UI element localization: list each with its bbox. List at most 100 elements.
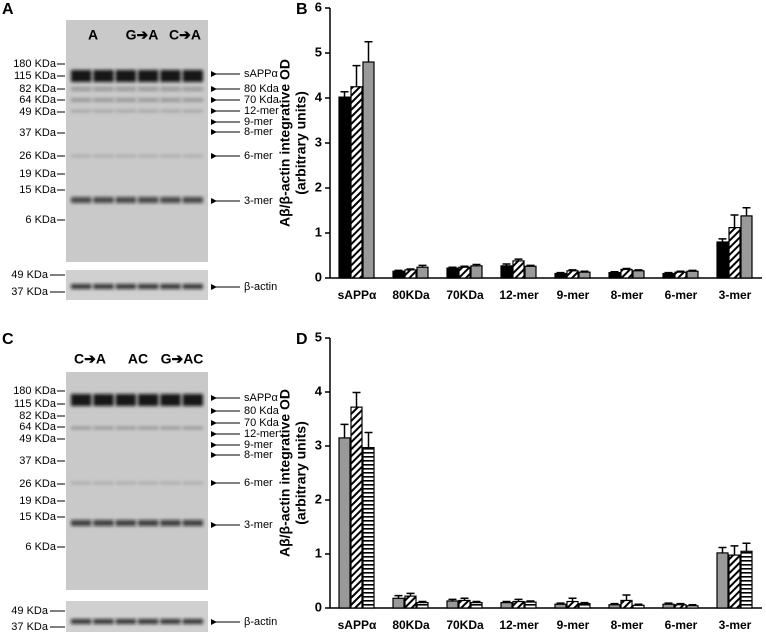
band-label: 3-mer	[244, 195, 273, 207]
bar	[416, 601, 429, 609]
blot-band	[138, 394, 159, 406]
x-tick-label: 6-mer	[665, 288, 698, 302]
x-tick-label: sAPPα	[338, 618, 377, 632]
actin-band	[160, 284, 181, 289]
bar	[728, 227, 741, 279]
bar	[362, 447, 375, 609]
blot-band	[93, 110, 114, 112]
blot-band	[182, 520, 203, 526]
error-bar	[718, 546, 727, 553]
blot-band	[182, 426, 203, 430]
panel-label: A	[2, 1, 14, 18]
bar	[632, 270, 645, 279]
blot-band	[138, 155, 159, 157]
bar	[740, 550, 753, 609]
bar	[446, 267, 459, 279]
actin-band	[93, 619, 114, 624]
marker-label: 49 KDa	[11, 269, 49, 281]
blot-band	[71, 394, 92, 406]
error-bar	[622, 594, 631, 601]
bar	[458, 266, 471, 279]
actin-band	[93, 284, 114, 289]
blot-band	[138, 197, 159, 203]
blot-band	[182, 155, 203, 157]
bar	[740, 215, 753, 279]
actin-band	[182, 619, 203, 624]
blot-band	[115, 482, 136, 484]
x-tick-label: 3-mer	[719, 618, 752, 632]
band-label: 12-mer	[244, 428, 279, 440]
actin-band	[160, 619, 181, 624]
blot-band	[182, 482, 203, 484]
marker-label: 64 KDa	[19, 94, 57, 106]
marker-label: 19 KDa	[19, 495, 57, 507]
blot-band	[182, 98, 203, 102]
blot-band	[182, 197, 203, 203]
blot-band	[160, 155, 181, 157]
panel-label: C	[2, 331, 14, 348]
blot-band	[71, 70, 92, 82]
blot-band	[115, 394, 136, 406]
blot-band	[71, 155, 92, 157]
actin-band	[182, 284, 203, 289]
blot-band	[160, 394, 181, 406]
bar	[566, 600, 579, 609]
bar	[392, 270, 405, 279]
x-tick-label: 70KDa	[446, 288, 484, 302]
blot-band	[71, 482, 92, 484]
blot-band	[71, 426, 92, 430]
bar	[554, 272, 567, 279]
y-tick-label: 6	[315, 0, 322, 14]
blot-band	[115, 98, 136, 102]
blot-band	[160, 520, 181, 526]
blot-band	[115, 426, 136, 430]
bar	[566, 270, 579, 279]
blot-band	[138, 482, 159, 484]
bar	[632, 604, 645, 609]
bar	[578, 603, 591, 609]
bar	[470, 265, 483, 279]
error-bar	[730, 545, 739, 556]
actin-band	[115, 619, 136, 624]
blot-band	[93, 426, 114, 430]
x-tick-label: 9-mer	[557, 618, 590, 632]
error-bar	[742, 542, 751, 552]
band-label: 3-mer	[244, 519, 273, 531]
blot-image	[66, 20, 208, 262]
x-tick-label: 3-mer	[719, 288, 752, 302]
y-tick-label: 2	[315, 491, 322, 506]
bar	[524, 265, 537, 279]
bar	[404, 269, 417, 279]
blot-band	[93, 520, 114, 526]
bar	[416, 266, 429, 279]
bar	[686, 270, 699, 279]
marker-label: 37 KDa	[19, 127, 57, 139]
x-tick-label: 9-mer	[557, 288, 590, 302]
y-tick-label: 0	[315, 269, 322, 284]
marker-label: 180 KDa	[13, 58, 57, 70]
actin-strip	[66, 601, 208, 632]
marker-label: 49 KDa	[11, 605, 49, 617]
blot-band	[93, 155, 114, 157]
y-tick-label: 1	[315, 545, 322, 560]
x-tick-label: sAPPα	[338, 288, 377, 302]
y-tick-label: 3	[315, 134, 322, 149]
band-label: 6-mer	[244, 150, 273, 162]
x-tick-label: 80KDa	[392, 288, 430, 302]
blot-band	[160, 70, 181, 82]
bar	[350, 406, 363, 609]
bar	[716, 241, 729, 279]
blot-band	[71, 87, 92, 91]
band-label: 70 Kda	[244, 94, 280, 106]
blot-band	[93, 482, 114, 484]
bar	[458, 599, 471, 609]
panel-label: B	[296, 1, 308, 18]
marker-label: 15 KDa	[19, 184, 57, 196]
band-label: sAPPα	[244, 68, 279, 80]
actin-band	[138, 619, 159, 624]
error-bar	[364, 431, 373, 448]
bar	[512, 600, 525, 609]
bar	[728, 554, 741, 609]
error-bar	[364, 41, 373, 62]
y-axis-label: Aβ/β-actin integrative OD	[277, 389, 293, 557]
